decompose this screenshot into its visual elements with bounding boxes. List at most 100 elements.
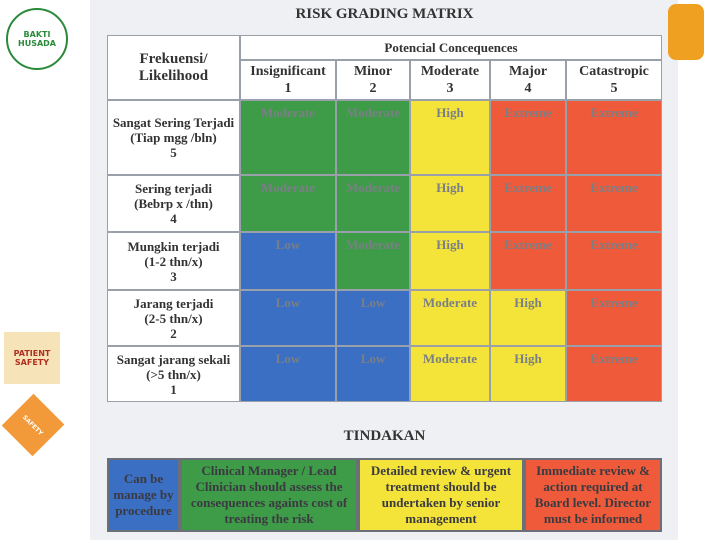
risk-cell: Extreme	[566, 346, 662, 402]
row-detail: (Tiap mgg /bln)	[130, 130, 217, 145]
risk-cell: Moderate	[336, 100, 410, 175]
row-level: 1	[170, 381, 177, 397]
action-text: Detailed review & urgent treatment shoul…	[370, 463, 512, 526]
column-name: Catastropic	[579, 64, 649, 79]
risk-cell: Extreme	[490, 100, 566, 175]
risk-level: Moderate	[422, 295, 478, 310]
actions-title: TINDAKAN	[343, 428, 426, 444]
risk-level: Extreme	[504, 180, 552, 195]
action-text: Clinical Manager / Lead Clinician should…	[190, 463, 348, 526]
risk-cell: Extreme	[490, 232, 566, 290]
row-label-text: Sangat jarang sekali	[116, 351, 231, 367]
risk-level: Moderate	[345, 237, 401, 252]
row-label: Sangat Sering Terjadi (Tiap mgg /bln) 5	[107, 100, 240, 175]
risk-level: Moderate	[422, 351, 478, 366]
row-label-text: Jarang terjadi	[133, 295, 214, 311]
column-name: Major	[508, 64, 548, 79]
risk-cell: Moderate	[336, 232, 410, 290]
risk-level: Extreme	[590, 105, 638, 120]
risk-cell: Extreme	[490, 175, 566, 232]
risk-level: High	[436, 105, 464, 120]
risk-cell: High	[410, 175, 490, 232]
risk-cell: Moderate	[410, 346, 490, 402]
column-header: Moderate 3	[410, 60, 490, 100]
row-detail: (Bebrp x /thn)	[134, 196, 213, 211]
row-header: Frekuensi/ Likelihood	[107, 35, 240, 100]
risk-cell: Low	[240, 290, 336, 346]
action-box: Clinical Manager / Lead Clinician should…	[180, 458, 358, 532]
action-text: Can be manage by procedure	[113, 471, 174, 518]
risk-cell: High	[490, 346, 566, 402]
row-detail: (1-2 thn/x)	[144, 253, 203, 269]
risk-level: Low	[360, 295, 386, 310]
row-detail: (2-5 thn/x)	[144, 310, 203, 326]
risk-level: Moderate	[345, 105, 401, 120]
risk-cell: Extreme	[566, 175, 662, 232]
risk-level: Low	[360, 351, 386, 366]
column-name: Moderate	[420, 64, 480, 79]
row-detail: (>5 thn/x)	[146, 366, 201, 382]
logo-lower: SAFETY	[1, 393, 65, 457]
column-header: Insignificant 1	[240, 60, 336, 100]
matrix-title: RISK GRADING MATRIX	[295, 6, 474, 22]
risk-level: High	[436, 180, 464, 195]
row-label: Jarang terjadi (2-5 thn/x) 2	[107, 290, 240, 346]
row-level: 3	[170, 268, 177, 284]
risk-level: Extreme	[590, 295, 638, 310]
risk-cell: Moderate	[410, 290, 490, 346]
column-header: Major 4	[490, 60, 566, 100]
action-box: Immediate review & action required at Bo…	[524, 458, 662, 532]
row-level: 5	[170, 145, 177, 160]
risk-cell: High	[490, 290, 566, 346]
action-text: Immediate review & action required at Bo…	[534, 463, 652, 526]
risk-cell: Low	[336, 290, 410, 346]
risk-level: Low	[275, 295, 301, 310]
row-label-text: Mungkin terjadi	[127, 238, 220, 254]
risk-level: Moderate	[260, 180, 316, 195]
risk-level: Low	[275, 237, 301, 252]
column-name: Insignificant	[250, 64, 326, 79]
column-group-text: Potencial Concequences	[384, 40, 518, 55]
risk-cell: Moderate	[240, 175, 336, 232]
row-label: Sering terjadi (Bebrp x /thn) 4	[107, 175, 240, 232]
risk-level: Extreme	[590, 180, 638, 195]
risk-level: Extreme	[504, 237, 552, 252]
risk-level: Moderate	[260, 105, 316, 120]
risk-cell: Extreme	[566, 100, 662, 175]
column-header: Catastropic 5	[566, 60, 662, 100]
risk-cell: High	[410, 232, 490, 290]
column-group: Potencial Concequences	[240, 35, 662, 60]
risk-level: Moderate	[345, 180, 401, 195]
risk-cell: High	[410, 100, 490, 175]
column-level: 4	[524, 81, 532, 96]
column-header: Minor 2	[336, 60, 410, 100]
row-label: Mungkin terjadi (1-2 thn/x) 3	[107, 232, 240, 290]
risk-cell: Moderate	[336, 175, 410, 232]
row-header-text: Frekuensi/ Likelihood	[138, 50, 209, 84]
row-level: 4	[170, 211, 177, 226]
risk-level: Extreme	[590, 351, 638, 366]
column-level: 3	[446, 81, 454, 96]
column-name: Minor	[353, 64, 393, 79]
risk-cell: Extreme	[566, 290, 662, 346]
risk-level: High	[436, 237, 464, 252]
row-level: 2	[170, 325, 177, 341]
risk-cell: Moderate	[240, 100, 336, 175]
risk-level: Extreme	[590, 237, 638, 252]
column-level: 1	[284, 81, 292, 96]
risk-level: High	[514, 351, 542, 366]
risk-cell: Low	[336, 346, 410, 402]
risk-cell: Low	[240, 232, 336, 290]
row-label-text: Sering terjadi	[135, 181, 212, 196]
row-label-text: Sangat Sering Terjadi	[112, 115, 235, 130]
action-box: Detailed review & urgent treatment shoul…	[358, 458, 524, 532]
corner-icon	[668, 4, 704, 60]
column-level: 2	[369, 81, 377, 96]
logo-middle: PATIENT SAFETY	[4, 332, 60, 384]
risk-cell: Extreme	[566, 232, 662, 290]
risk-cell: Low	[240, 346, 336, 402]
risk-level: Low	[275, 351, 301, 366]
row-label: Sangat jarang sekali (>5 thn/x) 1	[107, 346, 240, 402]
action-box: Can be manage by procedure	[107, 458, 180, 532]
